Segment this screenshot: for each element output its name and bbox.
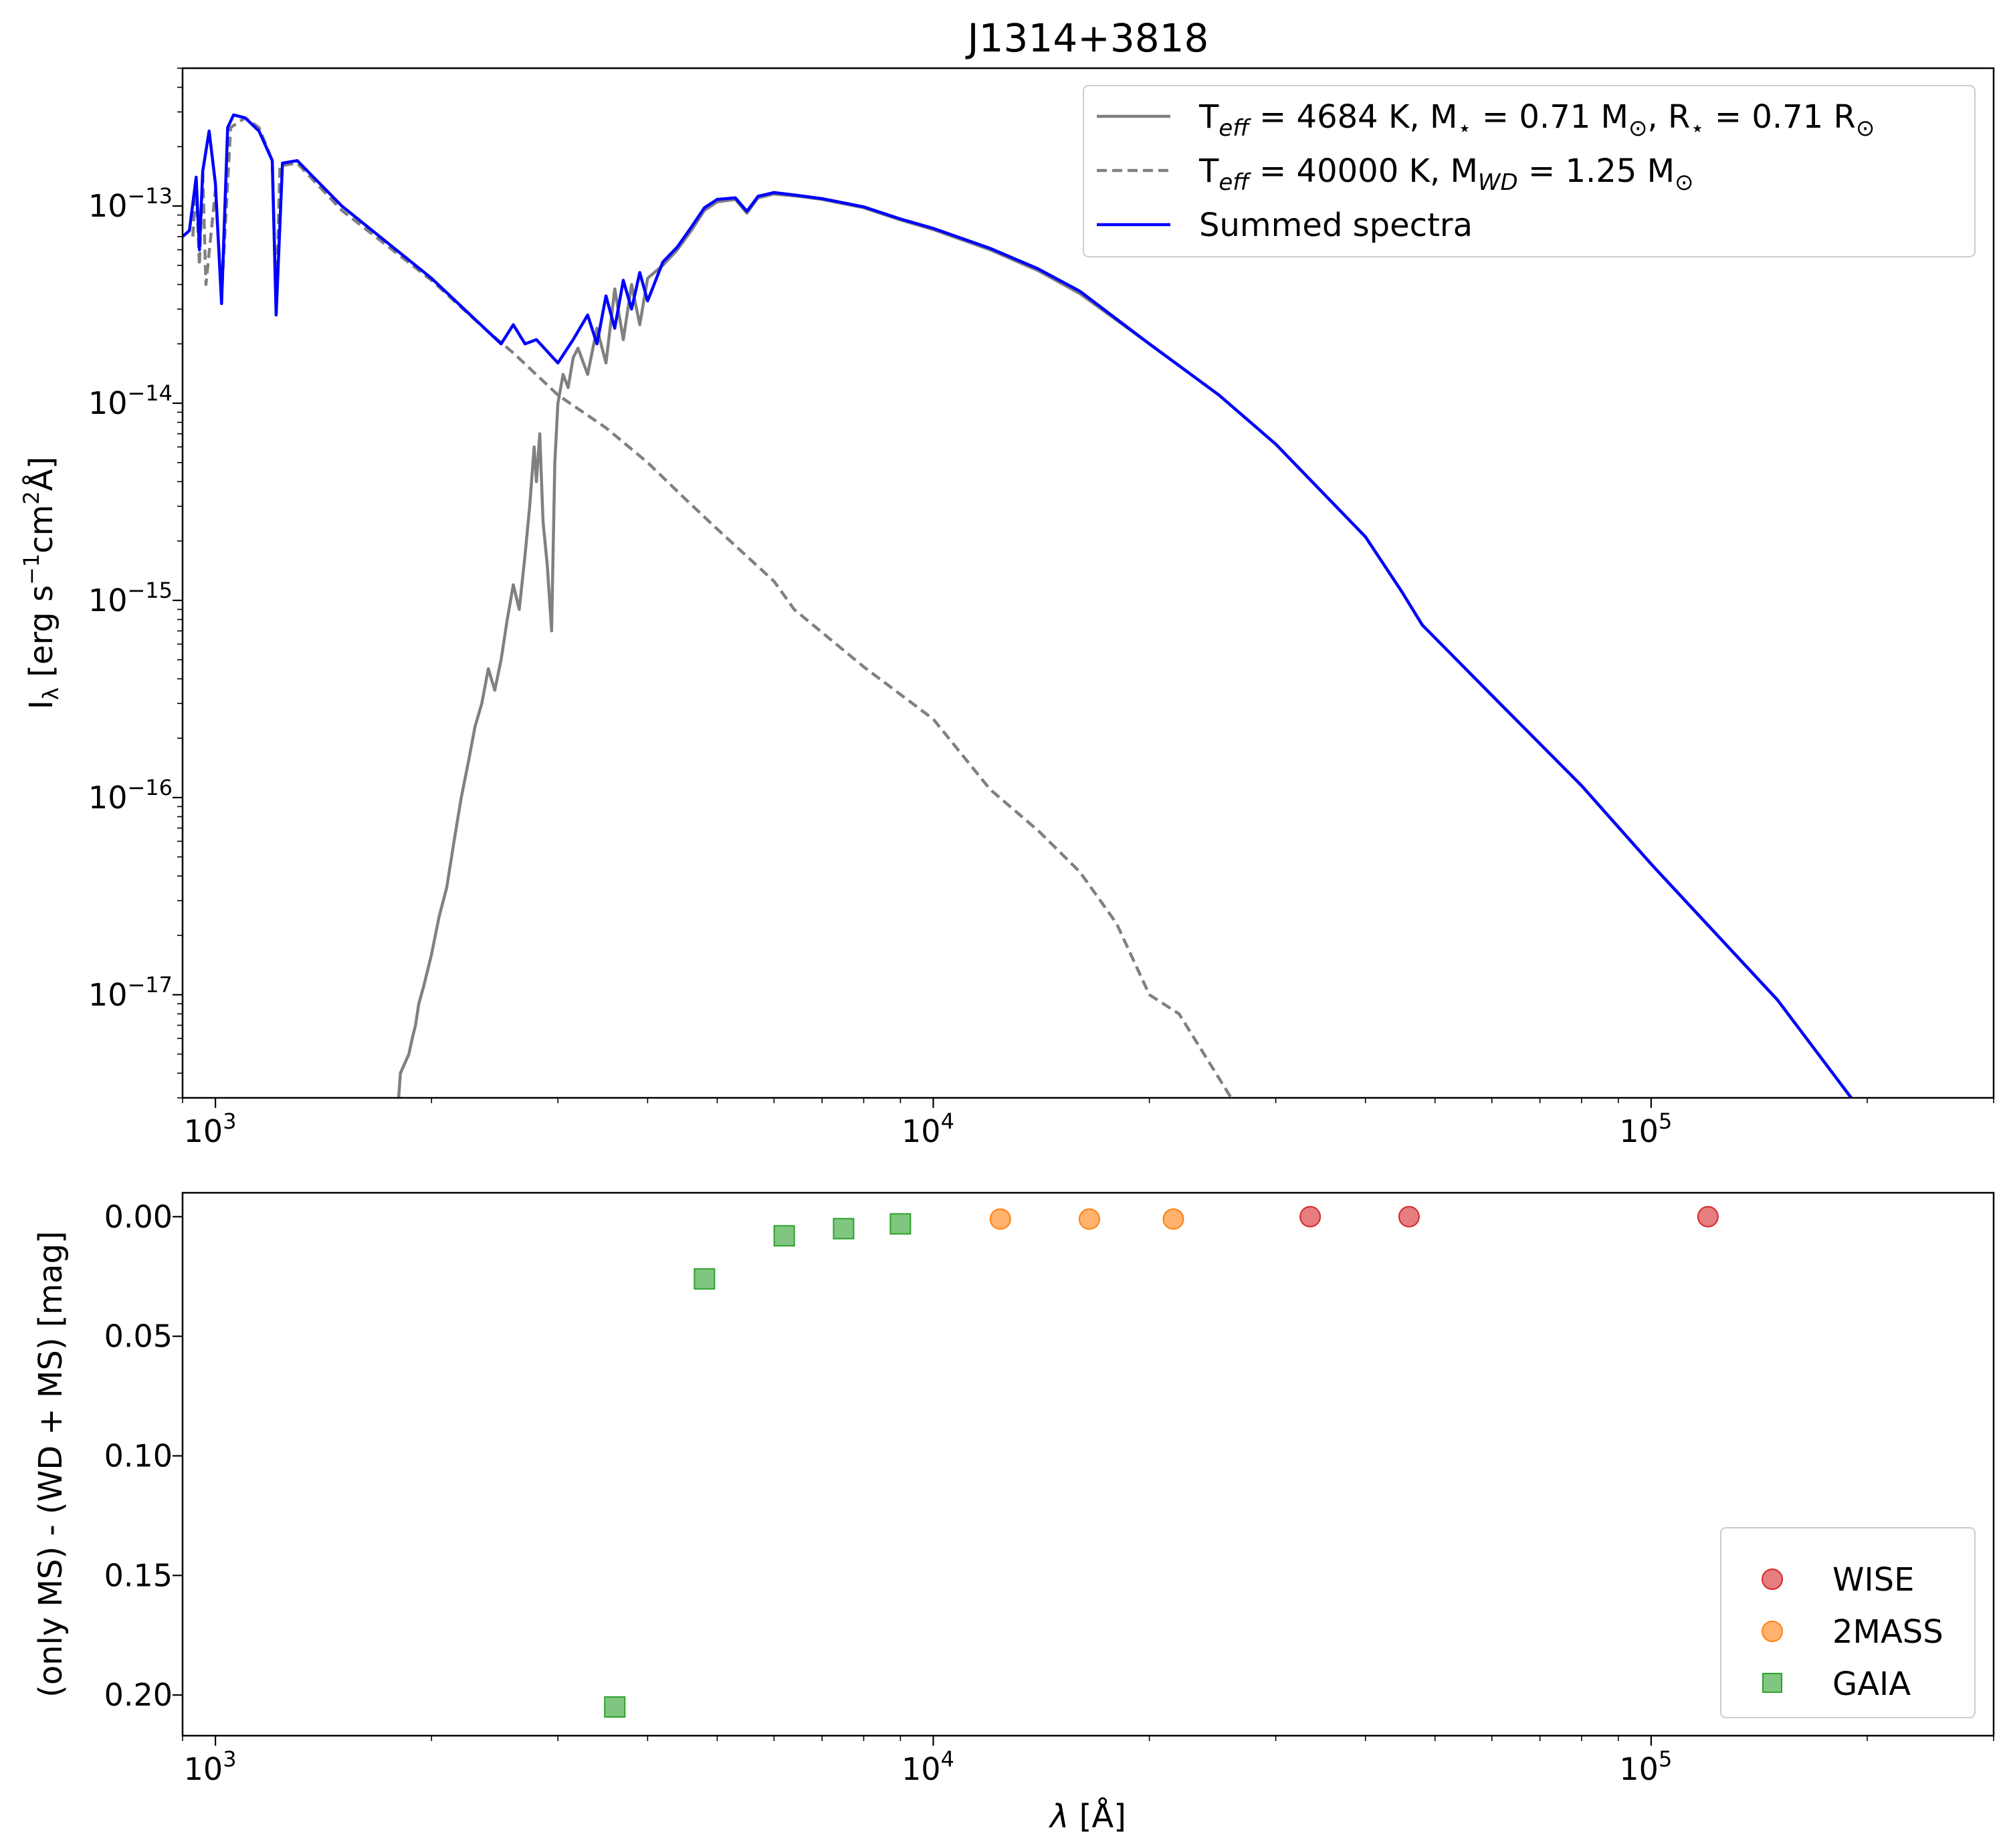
legend-label-wise: WISE xyxy=(1832,1561,1914,1599)
spectrum-x-tick-label: 103 xyxy=(184,1109,237,1149)
spectrum-legend-box xyxy=(1083,85,1976,257)
chart-title: J1314+3818 xyxy=(966,15,1209,61)
spectrum-x-tick-label: 104 xyxy=(902,1109,954,1149)
spectrum-y-tick-label: 10−17 xyxy=(88,972,173,1013)
data-point-wise xyxy=(1398,1205,1420,1228)
residual-x-tick-label: 103 xyxy=(184,1746,237,1787)
residual-y-tick-label: 0.20 xyxy=(104,1677,173,1713)
survey-legend: WISE 2MASS GAIA xyxy=(1720,1527,1976,1718)
legend-entry-ms-model: Teff = 4684 K, M⋆ = 0.71 M⊙, R⋆ = 0.71 R… xyxy=(1198,98,1875,142)
residual-y-tick-label: 0.15 xyxy=(104,1557,173,1593)
data-point-wise xyxy=(1299,1205,1322,1228)
residual-y-tick-label: 0.05 xyxy=(104,1318,173,1355)
residual-points xyxy=(604,1205,1719,1718)
spectrum-x-tick-label: 105 xyxy=(1619,1109,1672,1149)
residual-panel: 103 104 105 0.00 0.05 0.10 0.15 0.20 (only MS) … xyxy=(32,1191,1995,1835)
residual-y-axis-title: (only MS) - (WD + MS) [mag] xyxy=(32,1231,70,1698)
residual-x-tick-label: 104 xyxy=(902,1746,954,1787)
spectrum-y-tick-label: 10−15 xyxy=(88,578,173,618)
spectrum-plot-frame xyxy=(181,67,1995,1099)
top-minor-ticks xyxy=(177,68,1994,1103)
wd-model-line xyxy=(191,116,1233,1098)
data-point-2mass xyxy=(1162,1208,1184,1230)
legend-marker-2mass xyxy=(1762,1621,1783,1642)
spectrum-y-tick-label: 10−13 xyxy=(88,183,173,224)
ms-model-line xyxy=(397,192,1853,1098)
residual-y-tick-label: 0.10 xyxy=(104,1437,173,1474)
spectrum-y-axis-title: Iλ [erg s−1cm2Å] xyxy=(19,457,64,709)
spectrum-panel: J1314+3818 103 104 105 10−13 10−14 10−15 10−16… xyxy=(19,15,1995,1149)
spectrum-y-tick-label: 10−14 xyxy=(88,380,173,421)
residual-x-axis-title: λ [Å] xyxy=(1048,1797,1126,1835)
legend-entry-wd-model: Teff = 40000 K, MWD = 1.25 M⊙ xyxy=(1198,152,1693,196)
data-point-2mass xyxy=(989,1208,1011,1230)
data-point-gaia xyxy=(604,1696,626,1718)
survey-legend-box xyxy=(1720,1527,1976,1718)
bottom-minor-ticks xyxy=(182,1736,1994,1741)
data-point-gaia xyxy=(773,1225,795,1247)
legend-marker-wise xyxy=(1762,1569,1783,1590)
spectrum-lines xyxy=(183,113,1853,1098)
legend-marker-gaia xyxy=(1762,1673,1782,1693)
data-point-gaia xyxy=(694,1268,716,1290)
spectrum-y-tick-label: 10−16 xyxy=(88,775,173,816)
spectrum-legend: Teff = 4684 K, M⋆ = 0.71 M⊙, R⋆ = 0.71 R… xyxy=(1083,85,1976,257)
data-point-gaia xyxy=(833,1218,855,1240)
data-point-2mass xyxy=(1078,1208,1100,1230)
data-point-gaia xyxy=(889,1213,912,1235)
residual-x-tick-label: 105 xyxy=(1619,1746,1672,1787)
residual-plot-frame xyxy=(181,1191,1995,1737)
data-point-wise xyxy=(1697,1205,1719,1228)
residual-y-tick-label: 0.00 xyxy=(104,1199,173,1235)
top-major-ticks: 103 104 105 10−13 10−14 10−15 10−16 10−17 xyxy=(88,183,1672,1149)
legend-entry-summed-spectra: Summed spectra xyxy=(1199,207,1473,244)
legend-label-gaia: GAIA xyxy=(1832,1665,1911,1703)
summed-spectrum-line xyxy=(183,113,1853,1098)
bottom-major-ticks: 103 104 105 0.00 0.05 0.10 0.15 0.20 xyxy=(104,1199,1673,1787)
legend-label-2mass: 2MASS xyxy=(1832,1613,1943,1651)
